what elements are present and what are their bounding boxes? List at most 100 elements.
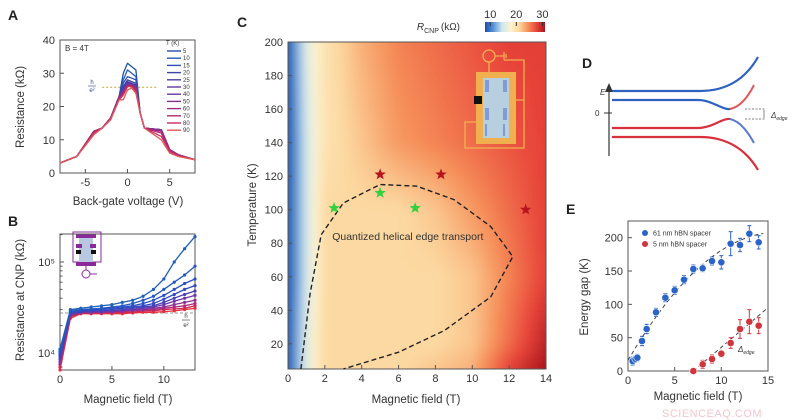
heatmap-cell bbox=[337, 349, 344, 357]
heatmap-cell bbox=[312, 323, 319, 331]
heatmap-cell bbox=[297, 42, 304, 50]
schematic-contact bbox=[90, 244, 96, 248]
data-point bbox=[193, 289, 197, 293]
heatmap-cell bbox=[536, 349, 542, 357]
heatmap-cell bbox=[481, 264, 488, 272]
heatmap-cell bbox=[551, 186, 557, 193]
heatmap-cell bbox=[337, 179, 344, 187]
heatmap-cell bbox=[327, 113, 334, 122]
heatmap-cell bbox=[372, 192, 378, 200]
star-marker bbox=[374, 168, 386, 180]
heatmap-cell bbox=[392, 251, 398, 259]
heatmap-cell bbox=[347, 362, 354, 369]
heatmap-cell bbox=[521, 244, 527, 252]
heatmap-cell bbox=[377, 244, 383, 252]
heatmap-cell bbox=[362, 107, 368, 115]
heatmap-cell bbox=[451, 146, 458, 154]
heatmap-cell bbox=[332, 113, 339, 122]
heatmap-cell bbox=[372, 369, 378, 376]
heatmap-cell bbox=[446, 100, 453, 108]
data-point bbox=[89, 305, 93, 309]
heatmap-cell bbox=[486, 369, 492, 376]
heatmap-cell bbox=[506, 146, 512, 154]
heatmap-cell bbox=[536, 316, 542, 324]
heatmap-cell bbox=[397, 264, 403, 272]
panel-b-hline-label: h e² bbox=[182, 314, 190, 329]
heatmap-cell bbox=[476, 316, 483, 324]
heatmap-cell bbox=[312, 198, 319, 207]
heatmap-cell bbox=[451, 218, 458, 226]
heatmap-cell bbox=[456, 205, 463, 213]
heatmap-cell bbox=[377, 264, 383, 272]
heatmap-cell bbox=[362, 257, 368, 265]
heatmap-cell bbox=[491, 61, 497, 69]
heatmap-cell bbox=[327, 94, 334, 102]
heatmap-cell bbox=[382, 244, 388, 252]
heatmap-cell bbox=[402, 238, 408, 246]
heatmap-cell bbox=[536, 48, 542, 56]
heatmap-cell bbox=[322, 212, 329, 220]
heatmap-cell bbox=[332, 362, 339, 369]
heatmap-cell bbox=[327, 107, 334, 115]
heatmap-cell bbox=[402, 68, 408, 76]
heatmap-cell bbox=[327, 120, 334, 128]
heatmap-cell bbox=[536, 297, 542, 305]
data-point bbox=[193, 306, 197, 310]
heatmap-cell bbox=[446, 48, 453, 56]
heatmap-cell bbox=[417, 212, 423, 220]
heatmap-cell bbox=[541, 329, 546, 337]
heatmap-cell bbox=[322, 270, 329, 279]
heatmap-cell bbox=[357, 251, 364, 259]
heatmap-cell bbox=[372, 198, 378, 207]
heatmap-cell bbox=[407, 251, 413, 259]
heatmap-cell bbox=[421, 283, 428, 292]
heatmap-cell bbox=[417, 225, 423, 233]
heatmap-cell bbox=[302, 225, 309, 233]
heatmap-cell bbox=[516, 205, 522, 213]
heatmap-cell bbox=[501, 270, 507, 279]
heatmap-cell bbox=[298, 369, 304, 376]
heatmap-cell bbox=[417, 120, 423, 128]
heatmap-cell bbox=[501, 231, 507, 239]
heatmap-cell bbox=[367, 218, 373, 226]
heatmap-cell bbox=[451, 68, 458, 76]
heatmap-cell bbox=[387, 179, 393, 187]
heatmap-cell bbox=[342, 362, 349, 369]
heatmap-cell bbox=[302, 185, 309, 194]
heatmap-cell bbox=[292, 277, 299, 285]
heatmap-cell bbox=[516, 349, 522, 357]
heatmap-cell bbox=[461, 198, 468, 207]
heatmap-cell bbox=[278, 225, 284, 232]
heatmap-cell bbox=[307, 362, 314, 369]
heatmap-cell bbox=[526, 100, 532, 108]
heatmap-cell bbox=[402, 146, 408, 154]
heatmap-cell bbox=[451, 81, 458, 89]
heatmap-cell bbox=[481, 238, 488, 246]
legend-entry: 25 bbox=[183, 78, 190, 84]
heatmap-cell bbox=[402, 166, 408, 174]
panel-label-b: B bbox=[8, 213, 18, 229]
heatmap-cell bbox=[317, 42, 324, 50]
star-marker bbox=[374, 186, 386, 198]
heatmap-cell bbox=[526, 376, 532, 383]
heatmap-cell bbox=[421, 231, 428, 239]
heatmap-cell bbox=[377, 94, 383, 102]
heatmap-cell bbox=[551, 140, 557, 147]
heatmap-cell bbox=[402, 185, 408, 194]
heatmap-cell bbox=[436, 310, 443, 318]
panel-label-c: C bbox=[237, 14, 247, 30]
heatmap-cell bbox=[342, 342, 349, 350]
heatmap-cell bbox=[431, 100, 438, 108]
star-marker bbox=[435, 168, 447, 180]
heatmap-cell bbox=[322, 94, 329, 102]
heatmap-cell bbox=[377, 323, 383, 331]
heatmap-cell bbox=[402, 336, 408, 344]
heatmap-cell bbox=[446, 120, 453, 128]
heatmap-cell bbox=[382, 323, 388, 331]
heatmap-cell bbox=[367, 94, 373, 102]
heatmap-cell bbox=[292, 172, 299, 180]
heatmap-cell bbox=[471, 42, 478, 50]
heatmap-cell bbox=[397, 146, 403, 154]
heatmap-cell bbox=[466, 153, 473, 161]
heatmap-cell bbox=[352, 212, 359, 220]
